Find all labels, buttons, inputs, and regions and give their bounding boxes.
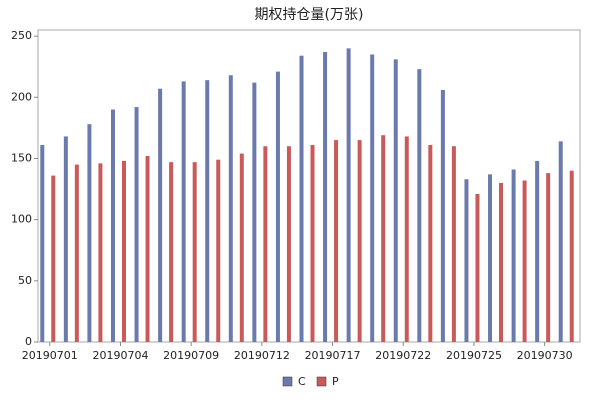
y-tick-label: 150 — [11, 151, 32, 164]
x-tick-label: 20190717 — [305, 349, 361, 362]
bar — [346, 48, 351, 343]
bar — [511, 169, 516, 342]
bar — [323, 52, 328, 342]
bar — [428, 145, 433, 342]
legend-label: P — [332, 375, 339, 388]
bar — [192, 162, 197, 342]
x-tick-label: 20190709 — [163, 349, 219, 362]
bar — [275, 71, 280, 342]
bar — [228, 75, 233, 342]
bar — [522, 180, 527, 342]
bar — [440, 89, 445, 342]
bar — [169, 162, 174, 342]
legend-swatch — [316, 376, 327, 387]
bar — [239, 153, 244, 342]
bar — [558, 141, 563, 342]
bar — [393, 59, 398, 342]
bar — [205, 80, 210, 342]
bar — [299, 55, 304, 342]
bar — [252, 82, 257, 343]
x-tick-label: 20190701 — [22, 349, 78, 362]
x-tick-label: 20190725 — [446, 349, 502, 362]
bar — [98, 163, 103, 342]
bar — [475, 193, 480, 342]
legend-label: C — [298, 375, 306, 388]
y-tick-label: 200 — [11, 90, 32, 103]
x-tick-label: 20190712 — [234, 349, 290, 362]
bar — [74, 164, 79, 342]
y-tick-label: 100 — [11, 213, 32, 226]
y-tick-label: 250 — [11, 29, 32, 42]
bar — [286, 146, 291, 342]
bar — [121, 160, 126, 342]
bar — [535, 160, 540, 342]
bar — [216, 159, 221, 342]
bar — [263, 146, 268, 342]
bar — [334, 140, 339, 342]
y-tick-label: 0 — [25, 335, 32, 348]
bar — [110, 109, 115, 342]
bar — [499, 182, 504, 342]
bar — [134, 107, 139, 342]
bar — [145, 156, 150, 342]
x-tick-label: 20190704 — [92, 349, 148, 362]
legend-swatch — [282, 376, 293, 387]
bar — [464, 179, 469, 342]
bar — [451, 146, 456, 342]
x-tick-label: 20190730 — [517, 349, 573, 362]
bar — [569, 170, 574, 342]
bar — [40, 145, 45, 342]
bar — [51, 175, 56, 342]
bar — [417, 69, 422, 342]
bar — [546, 173, 551, 342]
bar — [310, 145, 315, 342]
bar — [370, 54, 375, 343]
x-tick-label: 20190722 — [375, 349, 431, 362]
bar — [181, 81, 186, 342]
bar — [404, 136, 409, 342]
chart-title: 期权持仓量(万张) — [255, 7, 364, 23]
bar — [87, 124, 92, 342]
plot-frame — [37, 29, 581, 343]
bar — [357, 140, 362, 342]
bar — [488, 174, 493, 342]
bar — [381, 135, 386, 342]
bar — [158, 88, 163, 343]
y-tick-label: 50 — [18, 274, 32, 287]
bar — [63, 136, 68, 342]
